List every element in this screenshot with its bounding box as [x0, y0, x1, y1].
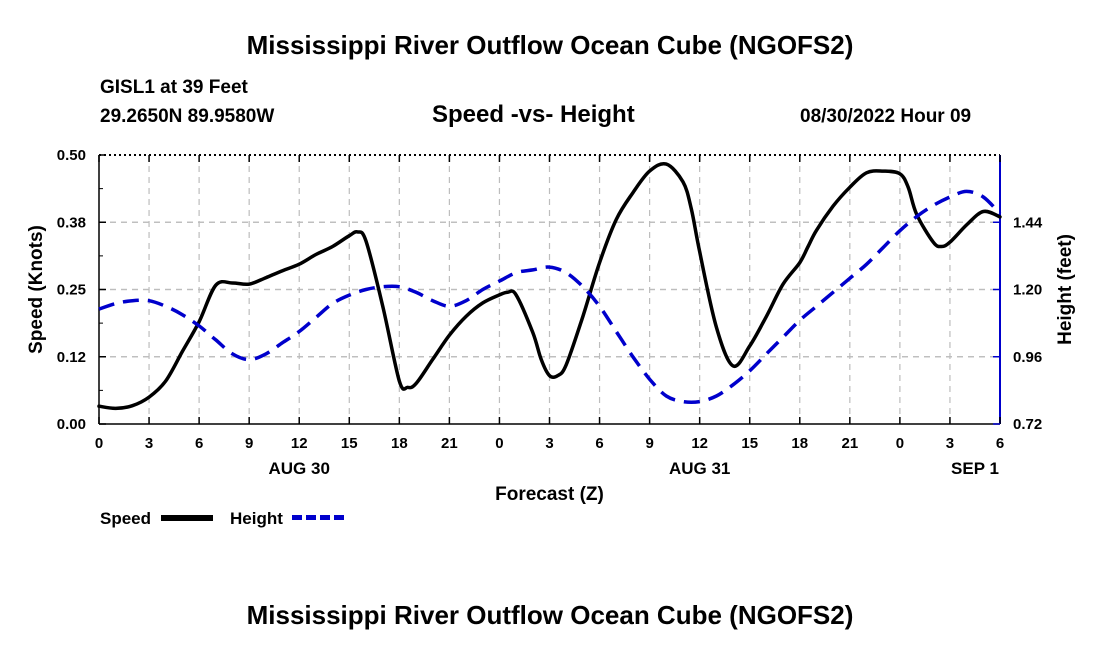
x-axis-label: Forecast (Z) — [495, 484, 604, 505]
y-tick-label: 0.00 — [57, 416, 86, 433]
x-tick-label: 3 — [545, 435, 553, 452]
x-tick-label: 3 — [145, 435, 153, 452]
x-tick-label: 21 — [441, 435, 458, 452]
x-tick-label: 3 — [946, 435, 954, 452]
legend-speed-swatch — [161, 515, 213, 521]
footer-title: Mississippi River Outflow Ocean Cube (NG… — [246, 600, 854, 630]
chart-title: Mississippi River Outflow Ocean Cube (NG… — [246, 30, 854, 60]
station-label: GISL1 at 39 Feet — [100, 77, 248, 98]
x-day-label: SEP 1 — [951, 459, 999, 478]
x-tick-label: 18 — [391, 435, 408, 452]
y2-tick-label: 0.72 — [1013, 416, 1042, 433]
series-line-height — [98, 189, 1002, 405]
y2-tick-label: 1.44 — [1013, 214, 1043, 231]
x-tick-label: 0 — [896, 435, 904, 452]
y-tick-label: 0.25 — [57, 282, 86, 299]
series-line-speed — [97, 161, 1002, 411]
y2-tick-label: 0.96 — [1013, 349, 1042, 366]
y2-tick-label: 1.20 — [1013, 282, 1042, 299]
x-tick-label: 12 — [691, 435, 708, 452]
y2-axis-label: Height (feet) — [1055, 234, 1076, 345]
legend-speed-label: Speed — [100, 509, 152, 528]
x-day-label: AUG 31 — [669, 459, 730, 478]
x-tick-label: 15 — [341, 435, 358, 452]
x-tick-label: 9 — [245, 435, 253, 452]
x-tick-label: 18 — [791, 435, 808, 452]
y-tick-label: 0.38 — [57, 214, 86, 231]
legend-height-label: Height — [230, 509, 283, 528]
station-coordinates: 29.2650N 89.9580W — [100, 106, 275, 127]
y-axis-label: Speed (Knots) — [26, 225, 47, 354]
x-tick-label: 15 — [741, 435, 758, 452]
x-tick-label: 6 — [195, 435, 203, 452]
y-tick-label: 0.12 — [57, 349, 86, 366]
x-tick-label: 0 — [95, 435, 103, 452]
x-day-label: AUG 30 — [269, 459, 330, 478]
x-tick-label: 21 — [841, 435, 858, 452]
x-tick-label: 9 — [645, 435, 653, 452]
x-tick-label: 6 — [996, 435, 1004, 452]
forecast-datetime: 08/30/2022 Hour 09 — [800, 106, 972, 127]
x-tick-label: 0 — [495, 435, 503, 452]
x-tick-label: 6 — [595, 435, 603, 452]
y-tick-label: 0.50 — [57, 147, 86, 164]
legend-height-swatch — [292, 515, 344, 520]
chart-subtitle: Speed -vs- Height — [432, 101, 635, 128]
x-tick-label: 12 — [291, 435, 308, 452]
